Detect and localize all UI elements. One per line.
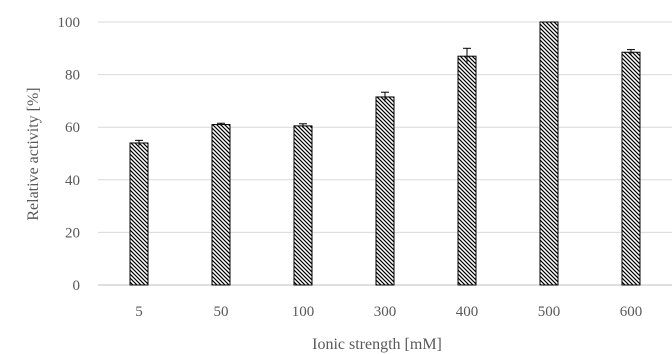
error-bar <box>135 139 143 146</box>
bar <box>621 51 641 286</box>
bar <box>293 125 313 286</box>
x-tick-label: 50 <box>214 304 229 320</box>
y-tick-label: 40 <box>65 173 80 189</box>
x-tick-label: 5 <box>135 304 143 320</box>
bars <box>129 21 641 286</box>
bar <box>375 96 395 286</box>
bar <box>129 142 149 286</box>
bar <box>211 124 231 286</box>
bar <box>539 21 559 286</box>
x-axis-ticks: 5 50 100 300 400 500 600 <box>135 304 642 320</box>
error-bar <box>217 122 225 126</box>
y-tick-label: 80 <box>65 68 80 84</box>
error-bar <box>463 47 471 65</box>
y-axis-ticks: 0 20 40 60 80 100 <box>58 15 81 294</box>
bar <box>457 55 477 286</box>
error-bar <box>381 91 389 102</box>
x-tick-label: 400 <box>456 304 479 320</box>
y-tick-label: 100 <box>58 15 81 31</box>
y-tick-label: 0 <box>73 278 81 294</box>
error-bars <box>135 47 635 146</box>
y-axis-title: Relative activity [%] <box>25 87 42 220</box>
y-tick-label: 60 <box>65 120 80 136</box>
x-tick-label: 500 <box>538 304 561 320</box>
x-tick-label: 600 <box>620 304 643 320</box>
y-tick-label: 20 <box>65 225 80 241</box>
x-tick-label: 100 <box>292 304 315 320</box>
x-tick-label: 300 <box>374 304 397 320</box>
error-bar <box>299 123 307 128</box>
x-axis-title: Ionic strength [mM] <box>312 336 442 353</box>
error-bar <box>627 49 635 55</box>
